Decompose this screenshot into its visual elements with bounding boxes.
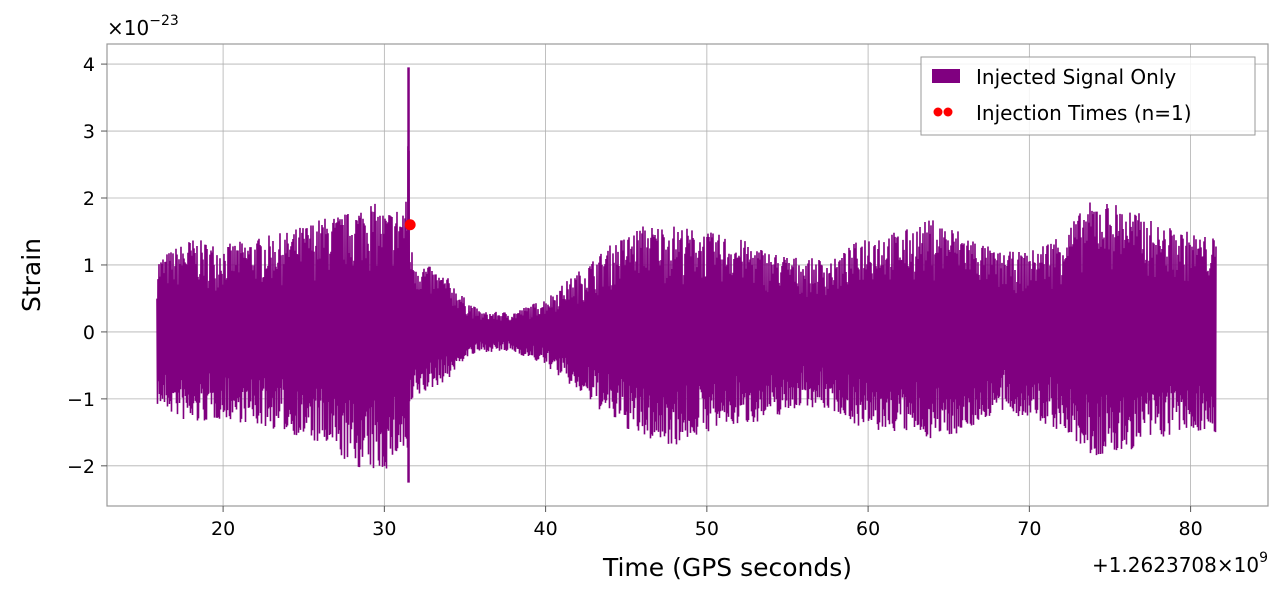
x-axis-ticks: 20 30 40 50 60 70 80 xyxy=(211,506,1203,540)
x-offset-exponent: 9 xyxy=(1259,550,1268,566)
legend-marker-injection-2 xyxy=(943,107,953,117)
x-offset-base: +1.2623708×10 xyxy=(1092,553,1259,577)
signal-trace xyxy=(156,146,1217,469)
y-axis-label: Strain xyxy=(17,238,46,312)
injected-signal-series xyxy=(156,67,1217,483)
legend-swatch-signal xyxy=(932,69,960,83)
x-tick-label: 60 xyxy=(856,518,880,540)
legend-label-signal: Injected Signal Only xyxy=(976,65,1176,89)
x-tick-label: 20 xyxy=(211,518,235,540)
y-scale-exponent: −23 xyxy=(149,13,179,29)
legend-label-injection: Injection Times (n=1) xyxy=(976,101,1192,125)
y-scale-factor: ×10−23 xyxy=(107,13,179,40)
legend-marker-injection xyxy=(933,107,943,117)
y-tick-label: 2 xyxy=(83,188,95,210)
x-axis-label: Time (GPS seconds) xyxy=(602,553,852,582)
y-tick-label: −1 xyxy=(67,389,95,411)
legend-box xyxy=(920,56,1256,136)
legend: Injected Signal Only Injection Times (n=… xyxy=(920,56,1256,136)
x-tick-label: 70 xyxy=(1017,518,1041,540)
x-offset: +1.2623708×109 xyxy=(1092,550,1268,577)
y-scale-base: ×10 xyxy=(107,16,149,40)
injection-time-marker xyxy=(404,219,416,231)
y-axis-ticks: −2 −1 0 1 2 3 4 xyxy=(67,54,107,478)
plot-frame xyxy=(106,43,1269,507)
x-tick-label: 40 xyxy=(534,518,558,540)
x-tick-label: 80 xyxy=(1179,518,1203,540)
y-tick-label: 0 xyxy=(83,322,95,344)
x-tick-label: 30 xyxy=(372,518,396,540)
injection-times-series xyxy=(404,219,416,231)
y-tick-label: 1 xyxy=(83,255,95,277)
x-tick-label: 50 xyxy=(695,518,719,540)
y-tick-label: 4 xyxy=(83,54,95,76)
y-tick-label: −2 xyxy=(67,456,95,478)
y-tick-label: 3 xyxy=(83,121,95,143)
